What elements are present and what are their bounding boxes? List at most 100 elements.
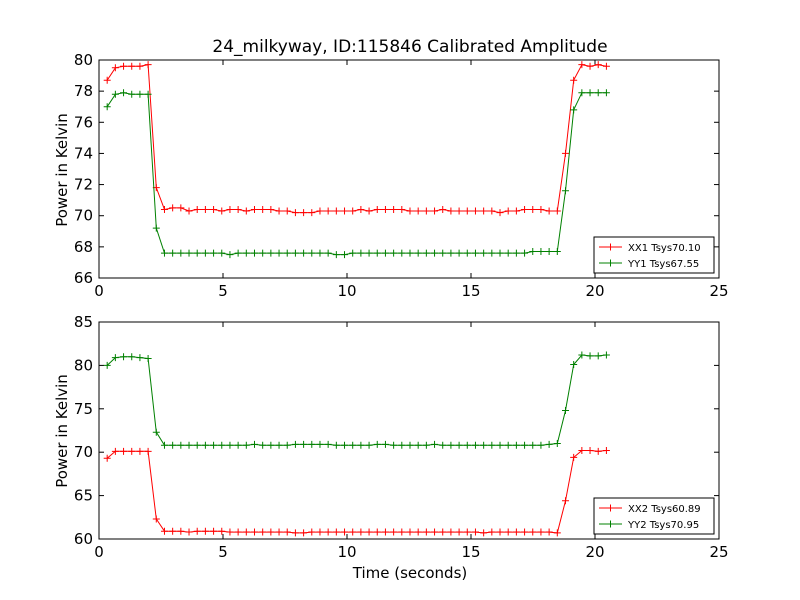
bottom-data-point bbox=[390, 528, 398, 536]
top-data-point bbox=[160, 249, 168, 257]
top-data-point bbox=[111, 90, 119, 98]
top-data-point bbox=[210, 205, 218, 213]
bottom-data-point bbox=[414, 528, 422, 536]
top-data-point bbox=[586, 89, 594, 97]
bottom-data-point bbox=[242, 441, 250, 449]
top-data-point bbox=[521, 205, 529, 213]
top-data-point bbox=[381, 249, 389, 257]
bottom-data-point bbox=[210, 527, 218, 535]
top-y-tick-label: 70 bbox=[74, 207, 93, 225]
bottom-data-point bbox=[521, 441, 529, 449]
top-data-point bbox=[537, 248, 545, 256]
top-data-point bbox=[537, 205, 545, 213]
bottom-data-point bbox=[422, 528, 430, 536]
bottom-data-point bbox=[193, 527, 201, 535]
top-y-tick-label: 66 bbox=[74, 269, 93, 287]
top-data-point bbox=[431, 249, 439, 257]
top-data-point bbox=[365, 207, 373, 215]
bottom-data-point bbox=[152, 428, 160, 436]
bottom-data-point bbox=[471, 528, 479, 536]
top-data-point bbox=[169, 204, 177, 212]
bottom-data-point bbox=[308, 528, 316, 536]
top-data-point bbox=[218, 207, 226, 215]
top-data-point bbox=[275, 207, 283, 215]
bottom-data-point bbox=[471, 441, 479, 449]
bottom-data-point bbox=[275, 528, 283, 536]
bottom-data-point bbox=[226, 441, 234, 449]
bottom-legend-label: XX2 Tsys60.89 bbox=[628, 504, 701, 515]
top-data-point bbox=[422, 207, 430, 215]
bottom-data-point bbox=[357, 528, 365, 536]
top-data-point bbox=[267, 205, 275, 213]
bottom-data-point bbox=[561, 407, 569, 415]
bottom-data-point bbox=[210, 441, 218, 449]
top-data-point bbox=[193, 205, 201, 213]
bottom-data-point bbox=[422, 441, 430, 449]
top-data-point bbox=[177, 204, 185, 212]
bottom-data-point bbox=[111, 354, 119, 362]
bottom-data-point bbox=[185, 441, 193, 449]
top-data-point bbox=[570, 76, 578, 84]
bottom-data-point bbox=[439, 441, 447, 449]
top-data-point bbox=[291, 209, 299, 217]
bottom-data-point bbox=[578, 351, 586, 359]
bottom-data-point bbox=[561, 497, 569, 505]
top-data-point bbox=[398, 205, 406, 213]
top-data-point bbox=[300, 249, 308, 257]
top-data-point bbox=[439, 249, 447, 257]
top-panel: 0 5 10 15 20 25 66 68 70 72 74 76 78 80 XX1 Tsys70.10 Y… bbox=[74, 51, 729, 300]
bottom-data-point bbox=[177, 527, 185, 535]
bottom-data-point bbox=[504, 528, 512, 536]
top-data-point bbox=[242, 207, 250, 215]
bottom-data-point bbox=[283, 528, 291, 536]
top-data-point bbox=[201, 249, 209, 257]
bottom-data-point bbox=[291, 529, 299, 537]
top-data-point bbox=[398, 249, 406, 257]
bottom-data-point bbox=[439, 528, 447, 536]
bottom-data-point bbox=[529, 441, 537, 449]
top-data-point bbox=[512, 249, 520, 257]
bottom-data-point bbox=[398, 441, 406, 449]
bottom-data-point bbox=[431, 440, 439, 448]
top-data-point bbox=[316, 249, 324, 257]
bottom-data-point bbox=[283, 441, 291, 449]
top-y-tick-label: 74 bbox=[74, 144, 93, 162]
top-y-tick-label: 76 bbox=[74, 113, 93, 131]
bottom-data-point bbox=[512, 528, 520, 536]
top-legend-marker bbox=[607, 259, 614, 267]
top-legend-box bbox=[593, 236, 715, 274]
bottom-data-point bbox=[406, 441, 414, 449]
bottom-data-point bbox=[553, 529, 561, 537]
bottom-x-tick-label: 15 bbox=[461, 543, 480, 561]
bottom-data-point bbox=[586, 446, 594, 454]
top-data-point bbox=[357, 205, 365, 213]
top-data-point bbox=[283, 249, 291, 257]
bottom-data-point bbox=[594, 447, 602, 455]
top-data-point bbox=[570, 106, 578, 114]
top-data-point bbox=[234, 249, 242, 257]
top-data-point bbox=[594, 61, 602, 69]
top-y-tick-label: 68 bbox=[74, 238, 93, 256]
bottom-x-tick-label: 25 bbox=[709, 543, 728, 561]
top-data-point bbox=[259, 205, 267, 213]
bottom-y-tick-label: 75 bbox=[74, 400, 93, 418]
bottom-data-point bbox=[250, 528, 258, 536]
bottom-data-point bbox=[381, 440, 389, 448]
bottom-data-point bbox=[226, 528, 234, 536]
bottom-data-point bbox=[308, 440, 316, 448]
bottom-data-point bbox=[332, 441, 340, 449]
top-data-point bbox=[111, 64, 119, 72]
bottom-data-point bbox=[324, 440, 332, 448]
top-data-point bbox=[357, 249, 365, 257]
bottom-data-point bbox=[103, 361, 111, 369]
top-data-point bbox=[308, 249, 316, 257]
top-data-point bbox=[463, 207, 471, 215]
top-data-point bbox=[120, 62, 128, 70]
top-data-point bbox=[136, 62, 144, 70]
top-data-point bbox=[250, 249, 258, 257]
bottom-data-point bbox=[586, 352, 594, 360]
top-data-point bbox=[447, 249, 455, 257]
top-data-point bbox=[381, 205, 389, 213]
top-x-tick-label: 10 bbox=[337, 282, 356, 300]
